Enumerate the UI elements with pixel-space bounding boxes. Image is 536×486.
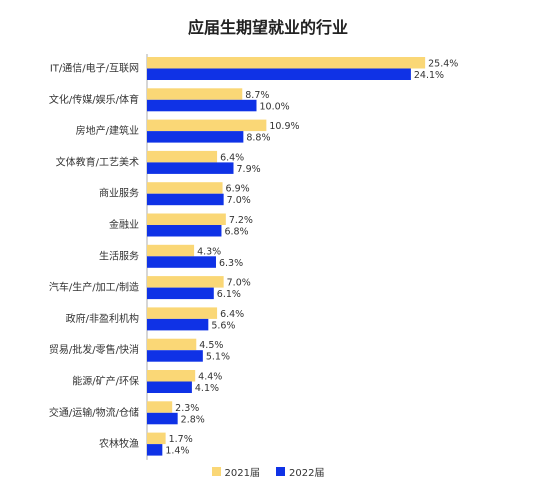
- bar-2021: [147, 276, 224, 288]
- bar-2022: [147, 162, 234, 174]
- bar-2022: [147, 131, 244, 143]
- category-label: 能源/矿产/环保: [72, 375, 139, 388]
- bar-2021: [147, 119, 267, 132]
- category-label: 农林牧渔: [99, 437, 139, 450]
- category-label: 金融业: [109, 218, 139, 231]
- category-label: 生活服务: [99, 249, 139, 262]
- category-label: 房地产/建筑业: [76, 124, 139, 137]
- bar-2021: [147, 182, 223, 194]
- bar-2022: [147, 350, 203, 362]
- bar-2021: [147, 338, 197, 351]
- data-label-2021: 8.7%: [245, 90, 269, 101]
- data-label-2021: 6.9%: [226, 184, 250, 195]
- data-label-2022: 6.3%: [219, 258, 243, 269]
- data-label-2022: 4.1%: [195, 383, 219, 394]
- category-label: 商业服务: [99, 187, 139, 200]
- data-label-2022: 1.4%: [165, 446, 189, 457]
- bar-2022: [147, 318, 209, 331]
- bar-2022: [147, 412, 178, 425]
- bar-2022: [147, 193, 224, 206]
- bar-2021: [147, 244, 195, 257]
- category-label: 汽车/生产/加工/制造: [49, 281, 139, 294]
- legend-swatch-2021: [211, 467, 221, 476]
- data-label-2022: 8.8%: [246, 133, 270, 144]
- data-label-2021: 6.4%: [220, 309, 244, 320]
- data-label-2022: 24.1%: [414, 70, 444, 81]
- data-label-2021: 4.5%: [199, 340, 223, 351]
- data-label-2021: 10.9%: [269, 121, 299, 132]
- legend-item-2022: 2022届: [276, 464, 324, 479]
- category-label: IT/通信/电子/互联网: [50, 62, 139, 75]
- bar-2021: [147, 307, 218, 319]
- bar-2021: [147, 150, 218, 163]
- category-label: 文化/传媒/娱乐/体育: [49, 93, 139, 106]
- legend: 2021届 2022届: [0, 464, 536, 479]
- legend-swatch-2022: [276, 467, 285, 476]
- data-label-2022: 5.1%: [206, 352, 230, 363]
- bar-2022: [147, 99, 257, 112]
- data-label-2021: 4.3%: [197, 246, 221, 257]
- bar-2022: [147, 68, 411, 80]
- bar-2022: [147, 381, 192, 393]
- data-label-2022: 10.0%: [260, 101, 290, 112]
- category-label: 文体教育/工艺美术: [56, 155, 139, 168]
- bar-2021: [147, 370, 196, 382]
- data-label-2021: 1.7%: [169, 434, 193, 445]
- data-label-2021: 2.3%: [175, 403, 199, 414]
- bar-2022: [147, 225, 222, 237]
- category-label: 贸易/批发/零售/快消: [49, 343, 139, 356]
- legend-label-2022: 2022届: [289, 468, 325, 479]
- bar-2021: [147, 213, 226, 225]
- bar-2022: [147, 256, 216, 268]
- data-label-2022: 7.0%: [227, 195, 251, 206]
- bar-2022: [147, 444, 163, 456]
- bar-2021: [147, 57, 426, 69]
- data-label-2021: 25.4%: [428, 59, 458, 70]
- bar-2021: [147, 88, 243, 100]
- chart-title: 应届生期望就业的行业: [187, 18, 348, 37]
- bar-2021: [147, 432, 166, 445]
- bar-2022: [147, 287, 214, 300]
- data-label-2022: 6.8%: [224, 227, 248, 238]
- data-label-2021: 6.4%: [220, 152, 244, 163]
- category-label: 政府/非盈利机构: [66, 312, 139, 325]
- data-label-2022: 5.6%: [211, 320, 235, 331]
- data-label-2021: 7.2%: [229, 215, 253, 226]
- data-label-2021: 4.4%: [198, 372, 222, 383]
- data-label-2022: 7.9%: [237, 164, 261, 175]
- category-label: 交通/运输/物流/仓储: [49, 406, 139, 419]
- data-label-2022: 2.8%: [181, 414, 205, 425]
- legend-label-2021: 2021届: [224, 468, 260, 479]
- legend-item-2021: 2021届: [211, 464, 260, 479]
- data-label-2022: 6.1%: [217, 289, 241, 300]
- bar-2021: [147, 401, 173, 413]
- data-label-2021: 7.0%: [227, 278, 251, 289]
